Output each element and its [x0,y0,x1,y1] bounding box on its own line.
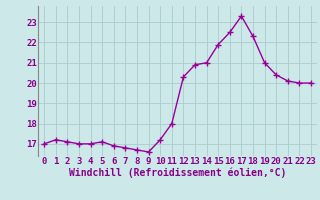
X-axis label: Windchill (Refroidissement éolien,°C): Windchill (Refroidissement éolien,°C) [69,168,286,178]
